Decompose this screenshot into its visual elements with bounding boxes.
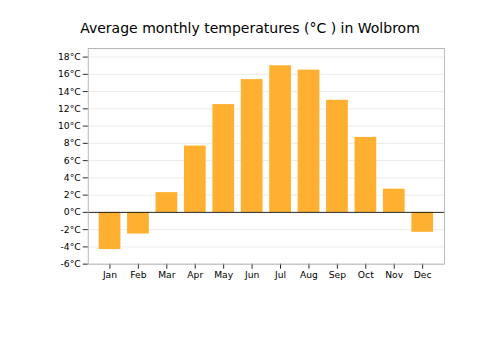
svg-text:Aug: Aug (300, 269, 318, 280)
svg-text:18°C: 18°C (58, 51, 81, 62)
svg-text:12°C: 12°C (58, 103, 81, 114)
svg-text:6°C: 6°C (64, 155, 81, 166)
svg-text:10°C: 10°C (58, 120, 81, 131)
svg-text:Sep: Sep (329, 269, 346, 280)
svg-text:Feb: Feb (130, 269, 146, 280)
svg-text:0°C: 0°C (64, 206, 81, 217)
svg-text:Jan: Jan (102, 269, 117, 280)
svg-text:May: May (214, 269, 234, 280)
svg-text:-4°C: -4°C (61, 241, 81, 252)
svg-text:Nov: Nov (385, 269, 403, 280)
svg-text:16°C: 16°C (58, 68, 81, 79)
svg-text:8°C: 8°C (64, 137, 81, 148)
svg-text:4°C: 4°C (64, 172, 81, 183)
svg-text:14°C: 14°C (58, 86, 81, 97)
svg-text:Jul: Jul (274, 269, 286, 280)
svg-text:-2°C: -2°C (61, 224, 81, 235)
svg-text:Dec: Dec (414, 269, 432, 280)
html-text:Average monthly temperatures (: Average monthly temperatures (°C ) in Wo… (80, 20, 420, 36)
svg-text:Mar: Mar (158, 269, 176, 280)
svg-text:Oct: Oct (358, 269, 374, 280)
svg-text:Jun: Jun (244, 269, 260, 280)
svg-text:2°C: 2°C (64, 189, 81, 200)
svg-text:Apr: Apr (187, 269, 203, 280)
svg-text:-6°C: -6°C (61, 258, 81, 269)
